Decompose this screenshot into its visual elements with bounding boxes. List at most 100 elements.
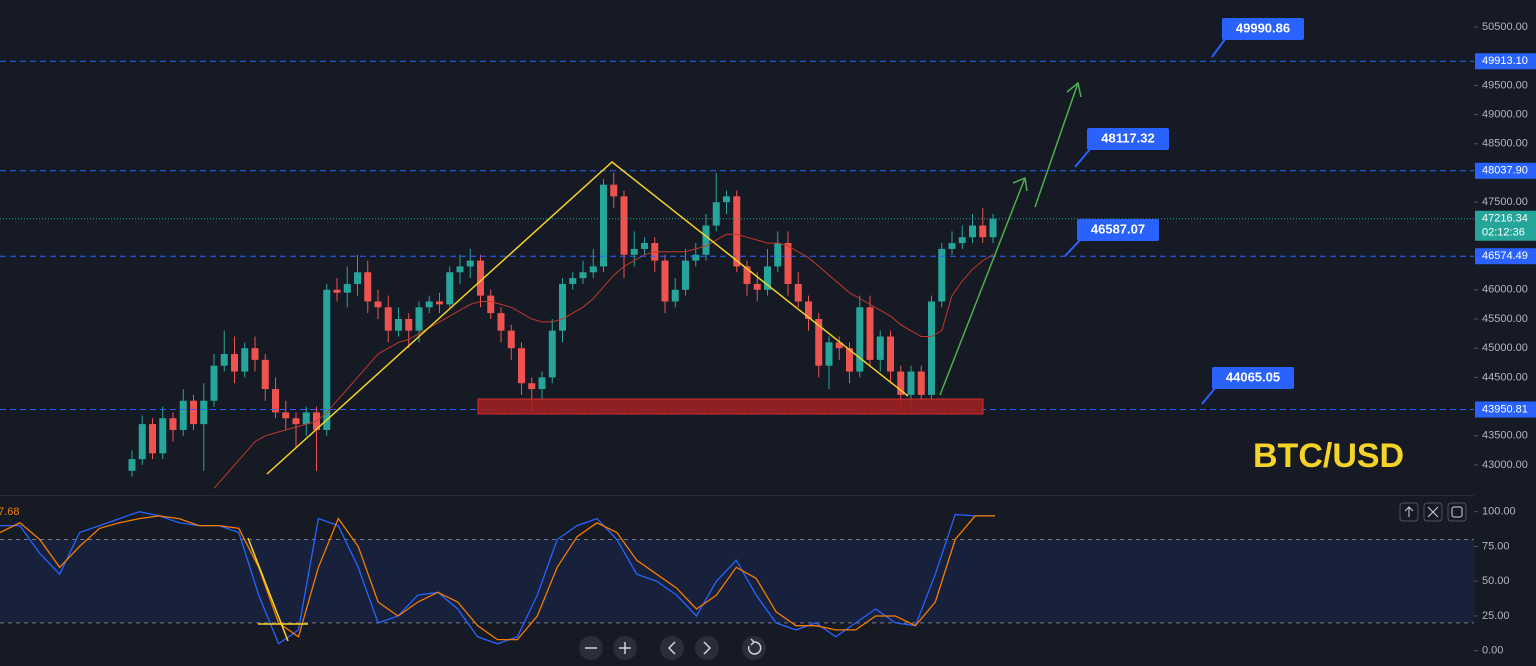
callout-pointer [1211,37,1227,58]
candle-body [405,318,413,331]
zoom-out-button[interactable] [579,636,603,660]
candle-body [815,318,823,366]
drawings [247,81,1082,642]
y-tick-label: 43000.00 [1482,459,1528,471]
support-zone [477,398,984,415]
close-button[interactable] [1423,502,1443,522]
candle-body [979,225,987,238]
candle-body [702,225,710,255]
candle-body [251,348,259,360]
y-tick-label: 0.00 [1482,645,1503,657]
candle-body [805,301,812,319]
callout-pointer [1201,386,1217,405]
reset-button[interactable] [742,636,766,660]
candle-body [897,371,905,395]
arrow [1034,82,1079,208]
candle-body [907,371,915,395]
scroll-right-button[interactable] [695,636,719,660]
y-tick-label: 47500.00 [1482,196,1528,208]
level-label: 46574.49 [1482,250,1528,262]
oscillator-line [0,515,995,641]
candle-body [518,348,525,384]
arrow-head [1012,176,1028,192]
candle-body [138,424,146,460]
candle-body [415,307,423,331]
candle-body [149,424,156,454]
candle-body [764,266,771,290]
candle-body [630,248,638,255]
candle-body [425,301,433,308]
candle-body [395,318,402,331]
moving-average [213,233,994,489]
candle-body [938,248,946,302]
y-tick-label: 50.00 [1482,575,1510,587]
candle-body [682,260,689,290]
callout-label: 48117.32 [1101,130,1155,145]
candle-body [507,330,515,349]
candle-body [548,330,556,378]
level-label: 48037.90 [1482,165,1528,177]
candle-body [712,202,720,226]
candle-body [948,243,956,249]
level-label: 43950.81 [1482,403,1528,415]
candle-body [928,301,935,395]
candle-body [169,418,177,430]
callout-label: 46587.07 [1091,221,1145,236]
zoom-in-button[interactable] [613,636,637,660]
candle-body [538,377,546,390]
candle-body [200,400,208,425]
candle-body [620,196,628,255]
candle-body [866,307,874,360]
callout-box [1222,18,1304,40]
callout-box [1212,367,1294,389]
callout-pointer [1064,238,1082,257]
candle-body [333,289,341,293]
candle-body [210,365,218,401]
candle-body [600,184,607,267]
candle-body [302,412,310,425]
candle-body [292,418,300,425]
candle-body [456,266,464,273]
level-tag [1475,162,1536,179]
level-tag [1475,53,1536,70]
current-price-label: 47216.34 [1482,213,1528,225]
candle-body [343,283,351,293]
y-tick-label: 50500.00 [1482,21,1528,33]
candle-body [774,243,782,267]
y-tick-label: 45500.00 [1482,313,1528,325]
candle-body [487,295,495,314]
candle-body [323,289,331,430]
candle-body [846,348,853,372]
candle-body [794,283,802,302]
candle-body [743,266,751,284]
candle-body [753,283,761,290]
candle-body [231,354,238,372]
candle-body [220,354,228,366]
y-tick-label: 25.00 [1482,610,1510,622]
candle-body [958,237,966,244]
maximize-button[interactable] [1447,502,1467,522]
pattern-line [266,161,909,475]
oscillator-line [0,511,995,645]
y-tick-label: 49500.00 [1482,79,1528,91]
candle-body [477,260,484,296]
callout-pointer [1074,147,1092,168]
scroll-left-button[interactable] [660,636,684,660]
y-tick-label: 46000.00 [1482,284,1528,296]
candle-body [179,400,187,430]
candle-body [497,313,505,331]
candle-body [354,272,361,284]
candle-body [671,289,679,302]
pane-buttons [1399,502,1467,522]
arrow [939,177,1026,396]
move-up-button[interactable] [1399,502,1419,522]
candle-body [374,301,382,308]
candle-body [261,359,269,390]
candle-body [723,196,730,203]
candle-body [589,266,597,273]
candle-body [876,336,884,360]
callout-box [1077,219,1159,241]
arrow-head [1066,81,1082,98]
